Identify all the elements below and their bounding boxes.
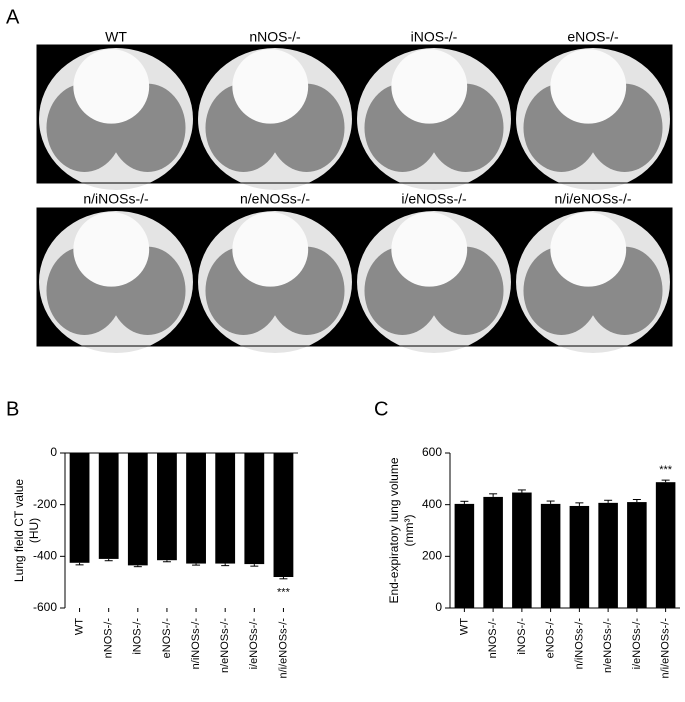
- image-label: n/i/eNOSs-/-: [554, 191, 631, 207]
- bar: [454, 503, 475, 608]
- image-label: i/eNOSs-/-: [401, 191, 467, 207]
- image-label: n/iNOSs-/-: [83, 191, 149, 207]
- ct-heart: [73, 49, 150, 124]
- panel-label: A: [6, 6, 20, 28]
- bar: [98, 453, 119, 559]
- x-tick-label: iNOS-/-: [516, 618, 528, 655]
- ct-heart: [232, 49, 309, 124]
- x-tick-label: n/i/eNOSs-/-: [660, 618, 672, 679]
- image-label: n/eNOSs-/-: [240, 191, 310, 207]
- ct-heart: [391, 212, 468, 287]
- ct-image: [36, 44, 196, 190]
- bar: [127, 453, 148, 566]
- image-label: WT: [105, 29, 127, 45]
- significance-marker: ***: [277, 587, 291, 599]
- ct-heart: [232, 212, 309, 287]
- y-tick-label: 200: [422, 549, 442, 563]
- ct-frame: [354, 44, 514, 184]
- x-tick-label: WT: [73, 618, 85, 635]
- ct-frame: [513, 207, 673, 347]
- image-label: eNOS-/-: [567, 29, 619, 45]
- x-tick-label: eNOS-/-: [161, 618, 173, 659]
- y-tick-label: 0: [50, 445, 57, 459]
- bar: [627, 502, 647, 608]
- y-tick-label: 600: [422, 445, 442, 459]
- x-tick-label: n/eNOSs-/-: [602, 618, 614, 673]
- y-axis-title: End-expiratory lung volume: [387, 457, 401, 603]
- ct-image: [354, 44, 514, 190]
- bar: [569, 505, 590, 608]
- ct-heart: [550, 212, 627, 287]
- significance-marker: ***: [659, 464, 673, 476]
- y-tick-label: 400: [422, 497, 442, 511]
- bar: [157, 453, 177, 561]
- x-tick-label: i/eNOSs-/-: [248, 618, 260, 670]
- ct-frame: [36, 207, 196, 347]
- bar: [69, 453, 90, 563]
- y-axis-title: (HU): [27, 518, 41, 543]
- ct-image: [513, 44, 673, 190]
- y-tick-label: -200: [33, 497, 57, 511]
- x-tick-label: WT: [458, 618, 470, 635]
- ct-image: [354, 207, 514, 353]
- y-tick-label: -400: [33, 549, 57, 563]
- y-axis-title: Lung field CT value: [12, 479, 26, 583]
- image-label: iNOS-/-: [411, 29, 458, 45]
- ct-heart: [391, 49, 468, 124]
- panel-label: B: [6, 398, 19, 420]
- bar: [244, 453, 265, 565]
- bar: [483, 496, 503, 608]
- panel-label: C: [374, 398, 388, 420]
- x-tick-label: n/iNOSs-/-: [190, 618, 202, 670]
- x-tick-label: n/iNOSs-/-: [573, 618, 585, 670]
- y-axis-title: (mm³): [402, 515, 416, 547]
- ct-image: [195, 44, 355, 190]
- ct-image: [195, 207, 355, 353]
- y-tick-label: 0: [435, 600, 442, 614]
- image-label: nNOS-/-: [249, 29, 301, 45]
- ct-image: [36, 207, 196, 353]
- bar: [598, 502, 618, 608]
- ct-heart: [73, 212, 150, 287]
- ct-frame: [195, 44, 355, 184]
- bar: [186, 453, 206, 564]
- bar: [512, 492, 532, 608]
- ct-frame: [354, 207, 514, 347]
- ct-heart: [550, 49, 627, 124]
- ct-frame: [36, 44, 196, 184]
- bar: [215, 453, 236, 564]
- ct-frame: [195, 207, 355, 347]
- x-tick-label: nNOS-/-: [103, 618, 115, 659]
- x-tick-label: n/i/eNOSs-/-: [277, 618, 289, 679]
- x-tick-label: nNOS-/-: [487, 618, 499, 659]
- bar: [540, 503, 561, 608]
- bar: [273, 453, 294, 577]
- ct-image: [513, 207, 673, 353]
- y-tick-label: -600: [33, 600, 57, 614]
- x-tick-label: i/eNOSs-/-: [631, 618, 643, 670]
- x-tick-label: iNOS-/-: [132, 618, 144, 655]
- ct-frame: [513, 44, 673, 184]
- x-tick-label: n/eNOSs-/-: [219, 618, 231, 673]
- bar: [655, 482, 676, 608]
- x-tick-label: eNOS-/-: [545, 618, 557, 659]
